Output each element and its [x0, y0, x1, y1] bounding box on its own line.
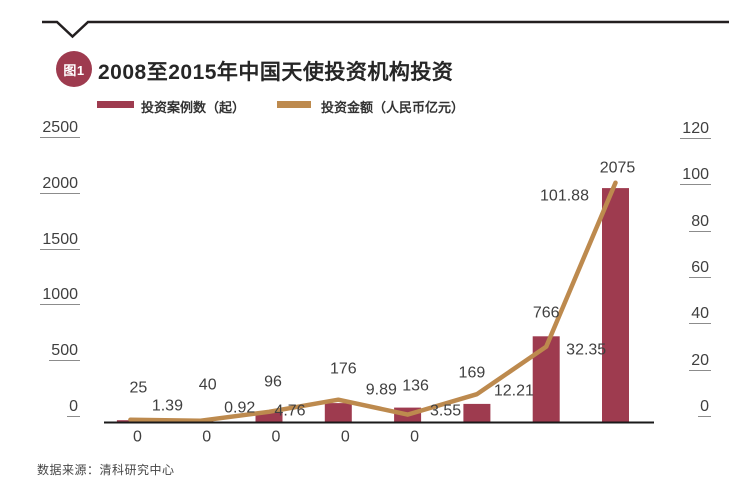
line-value-label: 0.92	[224, 399, 256, 417]
bar-value-label: 96	[264, 373, 282, 391]
line-value-label: 12.21	[493, 382, 534, 400]
legend-bar-swatch	[97, 101, 134, 108]
left-axis-tick: 1000	[40, 286, 80, 306]
left-axis-tick: 2500	[40, 119, 80, 138]
bar-value-label: 25	[129, 379, 148, 397]
x-axis-tick: 0	[410, 428, 420, 446]
x-axis-tick: 0	[132, 428, 142, 446]
left-axis-tick: 1500	[40, 230, 80, 250]
line-value-label: 101.88	[540, 187, 589, 205]
left-axis-tick: 0	[67, 398, 80, 417]
notched-rule-line	[42, 20, 729, 39]
bar-value-label: 766	[532, 304, 560, 322]
line-value-label: 32.35	[566, 341, 607, 359]
legend-bar-label: 投资案例数（起）	[141, 100, 246, 115]
right-axis-tick: 20	[689, 351, 711, 371]
right-axis-tick: 0	[698, 398, 711, 417]
right-axis-tick: 120	[680, 120, 711, 139]
bar-value-label: 40	[198, 376, 217, 394]
bar-value-label: 2075	[599, 159, 636, 177]
line-value-label: 1.39	[151, 397, 183, 415]
x-axis-tick: 0	[202, 428, 212, 446]
bar-segment	[324, 403, 352, 424]
line-value-label: 9.89	[365, 381, 397, 399]
source-note: 数据来源：清科研究中心	[37, 463, 175, 477]
line-series	[128, 180, 618, 424]
line-value-label: 4.76	[274, 402, 306, 420]
right-axis-tick: 40	[689, 305, 711, 325]
x-axis-tick: 0	[271, 428, 281, 446]
right-axis-tick: 60	[689, 259, 711, 278]
bar-value-label: 176	[329, 360, 357, 378]
bar-segment	[463, 403, 491, 424]
right-axis-tick: 100	[680, 166, 711, 186]
bar-segment	[602, 188, 629, 424]
left-axis-tick: 2000	[40, 174, 80, 194]
figure-number-badge: 图1	[56, 51, 92, 87]
right-axis-tick: 80	[689, 212, 711, 232]
left-axis-tick: 500	[49, 342, 80, 362]
bar-value-label: 136	[402, 377, 429, 395]
legend-line-label: 投资金额（人民币亿元）	[321, 100, 465, 115]
bar-value-label: 169	[458, 364, 486, 382]
chart-title: 2008至2015年中国天使投资机构投资	[98, 61, 454, 84]
line-value-label: 3.55	[430, 402, 462, 420]
bar-segment	[255, 412, 283, 424]
legend-line-swatch	[277, 101, 311, 108]
x-axis-tick: 0	[340, 428, 350, 446]
figure-number-label: 图1	[63, 62, 85, 78]
